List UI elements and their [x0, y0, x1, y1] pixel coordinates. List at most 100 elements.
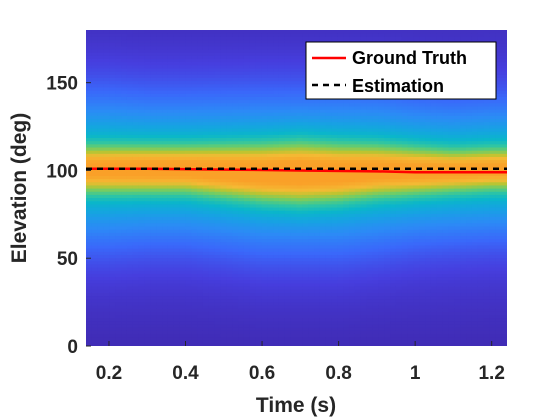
heatmap-cell	[126, 342, 134, 346]
heatmap-cell	[372, 308, 379, 312]
heatmap-cell	[109, 285, 116, 290]
heatmap-cell	[86, 308, 93, 312]
heatmap-cell	[319, 99, 327, 104]
heatmap-cell	[91, 83, 99, 88]
heatmap-cell	[308, 30, 315, 34]
heatmap-cell	[86, 36, 93, 41]
heatmap-cell	[343, 330, 350, 334]
heatmap-cell	[302, 301, 309, 306]
heatmap-cell	[319, 317, 327, 322]
heatmap-cell	[360, 210, 368, 214]
heatmap-cell	[290, 181, 298, 186]
heatmap-cell	[208, 200, 216, 205]
heatmap-cell	[197, 77, 204, 82]
heatmap-cell	[249, 172, 257, 176]
heatmap-cell	[103, 112, 110, 116]
heatmap-cell	[97, 200, 105, 205]
heatmap-cell	[319, 304, 327, 309]
heatmap-cell	[109, 169, 116, 173]
heatmap-cell	[255, 112, 263, 116]
heatmap-cell	[284, 52, 292, 56]
heatmap-cell	[255, 105, 263, 110]
heatmap-cell	[156, 251, 163, 255]
heatmap-cell	[220, 248, 227, 252]
heatmap-cell	[115, 83, 122, 88]
heatmap-cell	[91, 225, 99, 230]
heatmap-cell	[191, 333, 198, 338]
heatmap-cell	[249, 317, 257, 322]
heatmap-cell	[314, 276, 321, 281]
heatmap-cell	[86, 118, 93, 123]
heatmap-cell	[121, 131, 128, 135]
heatmap-cell	[86, 254, 93, 259]
heatmap-cell	[86, 127, 93, 132]
heatmap-cell	[238, 64, 245, 69]
heatmap-cell	[91, 71, 99, 75]
heatmap-cell	[121, 200, 128, 205]
heatmap-cell	[97, 244, 105, 249]
heatmap-cell	[366, 342, 374, 346]
heatmap-cell	[278, 105, 286, 110]
heatmap-cell	[296, 235, 303, 240]
heatmap-cell	[91, 143, 99, 148]
heatmap-cell	[97, 263, 105, 268]
heatmap-cell	[91, 260, 99, 265]
heatmap-cell	[138, 159, 146, 164]
heatmap-cell	[343, 194, 350, 199]
heatmap-cell	[238, 83, 245, 88]
heatmap-cell	[243, 197, 251, 202]
heatmap-cell	[115, 143, 122, 148]
heatmap-cell	[115, 241, 122, 246]
heatmap-cell	[173, 194, 181, 199]
heatmap-cell	[220, 191, 227, 195]
heatmap-cell	[238, 99, 245, 104]
heatmap-cell	[179, 339, 187, 344]
heatmap-cell	[366, 39, 374, 44]
heatmap-cell	[284, 311, 292, 315]
heatmap-cell	[302, 124, 309, 129]
heatmap-cell	[273, 342, 280, 346]
heatmap-cell	[214, 172, 222, 176]
heatmap-cell	[314, 292, 321, 297]
heatmap-cell	[179, 238, 187, 243]
heatmap-cell	[214, 301, 222, 306]
heatmap-cell	[173, 301, 181, 306]
heatmap-cell	[97, 292, 105, 297]
heatmap-cell	[314, 162, 321, 167]
heatmap-cell	[267, 86, 274, 91]
heatmap-cell	[91, 304, 99, 309]
heatmap-cell	[343, 311, 350, 315]
heatmap-cell	[126, 203, 134, 208]
heatmap-cell	[162, 235, 169, 240]
heatmap-cell	[337, 308, 344, 312]
heatmap-cell	[156, 159, 163, 164]
heatmap-cell	[191, 55, 198, 60]
heatmap-cell	[103, 295, 110, 300]
heatmap-cell	[144, 339, 151, 344]
heatmap-cell	[261, 159, 268, 164]
heatmap-cell	[249, 235, 257, 240]
heatmap-cell	[314, 225, 321, 230]
heatmap-cell	[91, 339, 99, 344]
heatmap-cell	[173, 96, 181, 101]
heatmap-cell	[197, 137, 204, 142]
heatmap-cell	[278, 301, 286, 306]
heatmap-cell	[86, 77, 93, 82]
heatmap-cell	[325, 178, 333, 183]
heatmap-cell	[308, 254, 315, 259]
heatmap-cell	[284, 194, 292, 199]
heatmap-cell	[197, 216, 204, 221]
heatmap-cell	[150, 317, 157, 322]
heatmap-cell	[121, 150, 128, 154]
heatmap-cell	[290, 99, 298, 104]
heatmap-cell	[121, 241, 128, 246]
heatmap-cell	[202, 99, 210, 104]
heatmap-cell	[325, 191, 333, 195]
heatmap-cell	[243, 83, 251, 88]
heatmap-cell	[232, 254, 239, 259]
heatmap-cell	[296, 330, 303, 334]
heatmap-cell	[249, 276, 257, 281]
heatmap-cell	[86, 260, 93, 265]
heatmap-cell	[162, 99, 169, 104]
heatmap-cell	[109, 301, 116, 306]
